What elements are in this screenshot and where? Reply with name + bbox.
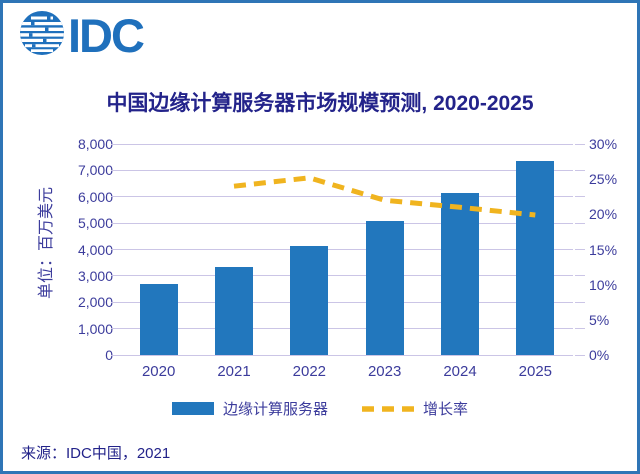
right-axis-label: 15% xyxy=(589,241,618,258)
left-axis-tick xyxy=(111,143,121,145)
globe-icon xyxy=(19,10,65,61)
left-axis-tick xyxy=(111,354,121,356)
bar-2025 xyxy=(516,161,555,355)
x-axis-label-2022: 2022 xyxy=(292,363,327,380)
gridline xyxy=(121,354,573,356)
left-axis-label: 6,000 xyxy=(77,188,113,205)
gridline xyxy=(121,301,573,303)
gridline xyxy=(121,275,573,277)
left-axis-label: 2,000 xyxy=(77,294,113,311)
gridline xyxy=(121,169,573,171)
right-axis-tick-labels: 30% 25% 20% 15% 10% 5% 0% xyxy=(589,136,637,363)
bar-2021 xyxy=(215,266,253,355)
right-axis-label: 20% xyxy=(589,206,618,223)
legend-dash-swatch xyxy=(362,400,414,417)
right-axis-label: 10% xyxy=(589,276,618,293)
logo-text: IDC xyxy=(68,8,145,62)
x-axis-label-2025: 2025 xyxy=(518,363,553,380)
right-axis-tick xyxy=(575,328,585,330)
right-axis-tick xyxy=(575,354,585,356)
left-axis-tick xyxy=(111,301,121,303)
x-axis-label-2023: 2023 xyxy=(367,363,402,380)
right-axis-tick xyxy=(575,301,585,303)
bar-2022 xyxy=(290,245,329,355)
right-axis-label: 30% xyxy=(589,136,618,152)
right-axis-label: 25% xyxy=(589,171,618,188)
right-axis-tick xyxy=(575,169,585,171)
legend-bar-swatch xyxy=(171,402,214,415)
growth-rate-line xyxy=(233,175,536,218)
bar-2024 xyxy=(441,192,479,355)
source-text: 来源：IDC中国，2021 xyxy=(21,445,171,462)
left-axis-tick xyxy=(111,249,121,250)
right-axis-tick xyxy=(575,249,585,250)
right-axis-tick xyxy=(575,275,585,277)
bar-2023 xyxy=(365,220,404,355)
left-axis-label: 8,000 xyxy=(77,136,113,152)
gridline xyxy=(121,143,573,145)
gridline xyxy=(121,196,573,198)
right-axis-tick xyxy=(575,196,585,198)
right-axis-tick xyxy=(575,222,585,224)
x-axis-label-2021: 2021 xyxy=(217,363,251,380)
left-axis-tick xyxy=(111,169,121,171)
left-axis-label: 5,000 xyxy=(77,215,113,232)
gridline xyxy=(121,328,573,330)
right-axis-tick xyxy=(575,143,585,145)
x-axis-label-2024: 2024 xyxy=(443,363,477,380)
legend-bar-label: 边缘计算服务器 xyxy=(222,401,328,418)
plot-area xyxy=(111,143,585,356)
left-axis-tick xyxy=(111,275,121,277)
bar-2020 xyxy=(139,283,178,355)
left-axis-tick xyxy=(111,196,121,198)
left-axis-label: 1,000 xyxy=(77,320,113,337)
chart-title: 中国边缘计算服务器市场规模预测, 2020-2025 xyxy=(106,92,534,115)
left-axis-tick-labels: 8,000 7,000 6,000 5,000 4,000 3,000 2,000 1,000… xyxy=(27,136,113,363)
x-axis-label-2020: 2020 xyxy=(141,363,176,380)
legend-line-label: 增长率 xyxy=(423,401,469,418)
left-axis-tick xyxy=(111,328,121,330)
left-axis-label: 0 xyxy=(105,347,113,363)
gridline xyxy=(121,222,573,224)
gridline xyxy=(121,249,573,250)
right-axis-label: 5% xyxy=(589,311,610,328)
left-axis-label: 7,000 xyxy=(77,162,113,179)
x-axis-labels: 2020 2021 2022 2023 2024 2025 xyxy=(121,363,573,383)
left-axis-label: 3,000 xyxy=(77,267,113,284)
left-axis-label: 4,000 xyxy=(77,241,113,258)
idc-logo: IDC xyxy=(19,8,145,62)
legend: 边缘计算服务器 增长率 xyxy=(3,398,637,419)
right-axis-label: 0% xyxy=(589,347,610,363)
left-axis-tick xyxy=(111,222,121,224)
